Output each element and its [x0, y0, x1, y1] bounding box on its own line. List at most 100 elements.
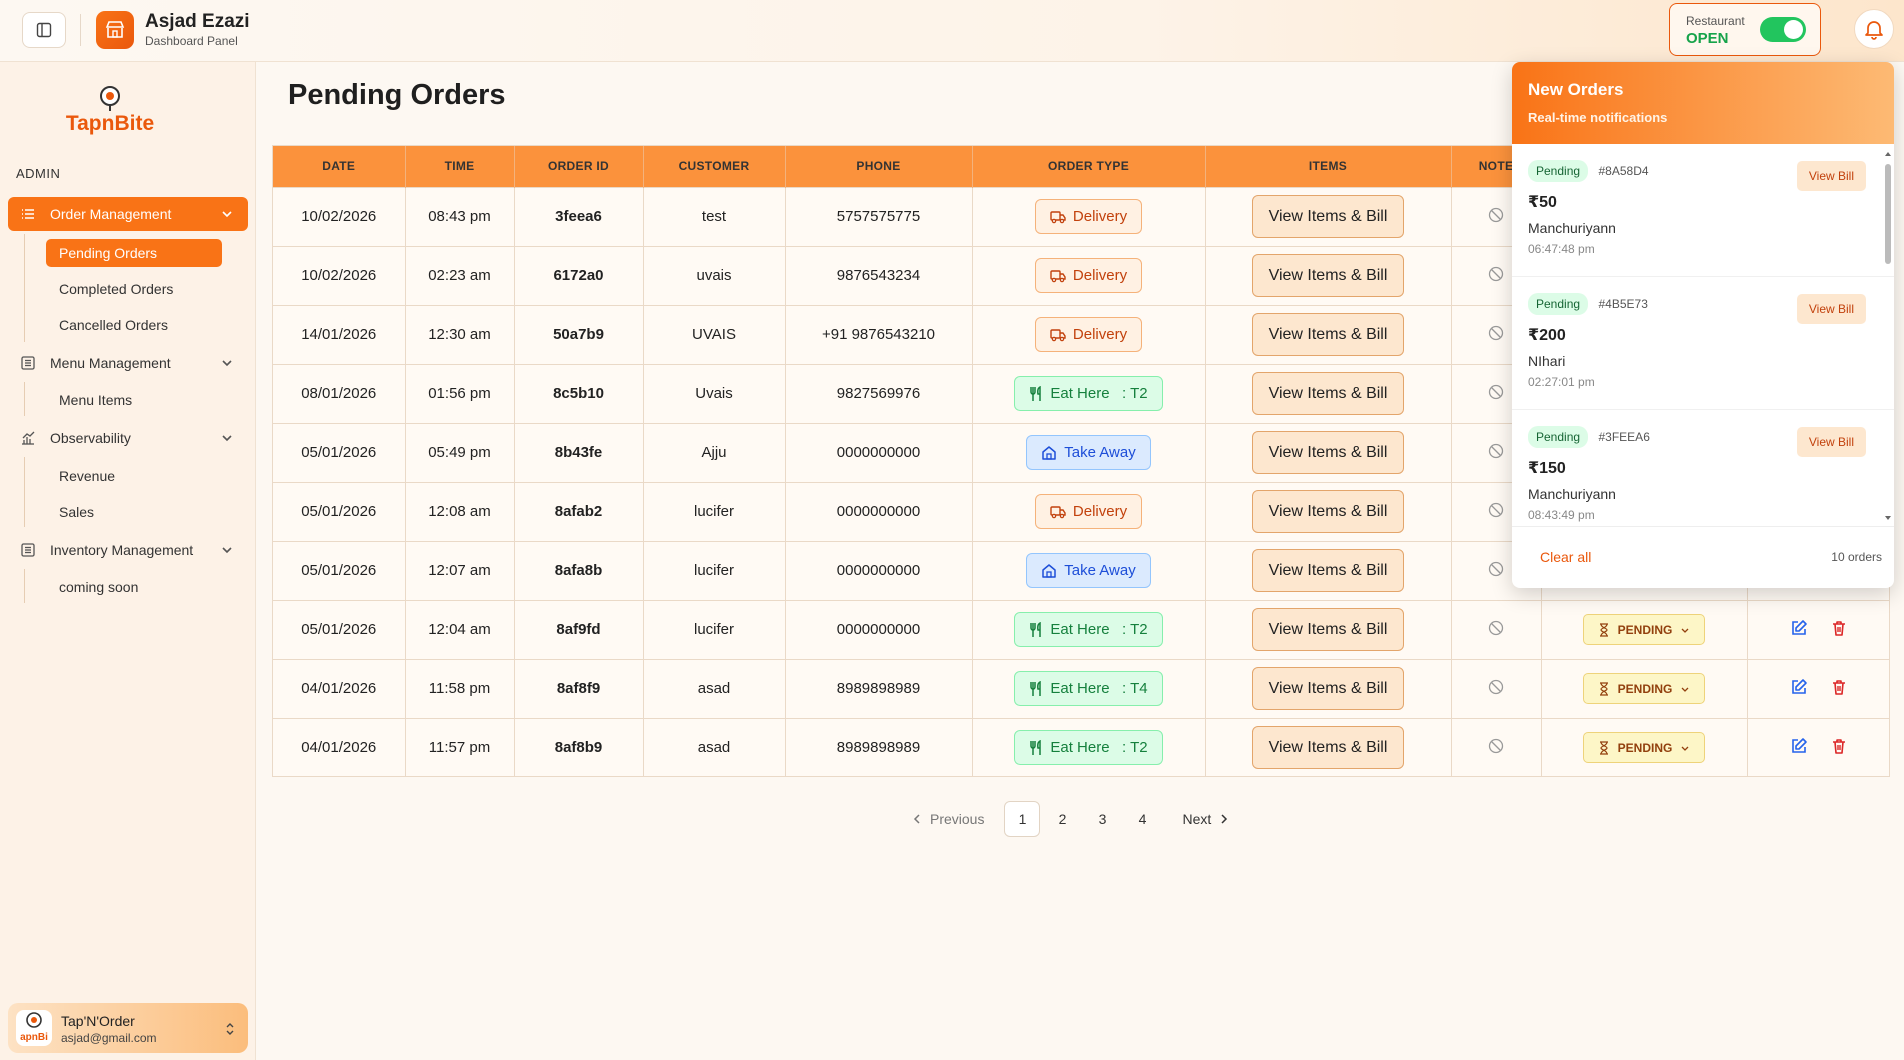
restaurant-status: OPEN — [1686, 30, 1729, 47]
nav-order-management[interactable]: Order Management — [8, 197, 248, 231]
sidebar-item-coming-soon[interactable]: coming soon — [59, 579, 139, 595]
page-button-2[interactable]: 2 — [1058, 811, 1067, 827]
customer-phone: 8989898989 — [785, 717, 973, 776]
nav-label: Menu Management — [50, 355, 171, 371]
order-id: 8afab2 — [514, 481, 644, 541]
order-time: 12:30 am — [405, 304, 515, 364]
view-items-bill-button[interactable]: View Items & Bill — [1251, 667, 1405, 710]
view-bill-button[interactable]: View Bill — [1796, 161, 1866, 191]
actions-cell — [1747, 717, 1889, 776]
notifications-button[interactable] — [1854, 9, 1894, 49]
no-note-icon — [1488, 266, 1504, 281]
table-row: 04/01/2026 11:58 pm 8af8f9 asad 8989898989 Ea… — [273, 658, 1889, 718]
page-title: Pending Orders — [288, 79, 506, 111]
edit-icon[interactable] — [1790, 737, 1808, 755]
order-amount: ₹50 — [1528, 194, 1557, 211]
notification-scrollbar[interactable] — [1884, 146, 1892, 526]
user-profile-card[interactable]: apnBi Tap'N'Order asjad@gmail.com — [8, 1003, 248, 1053]
hourglass-icon — [1599, 622, 1608, 637]
note-cell — [1451, 599, 1542, 659]
page-button-3[interactable]: 3 — [1098, 811, 1107, 827]
status-badge: Pending — [1528, 160, 1589, 182]
scroll-thumb[interactable] — [1885, 164, 1891, 264]
table-row: 04/01/2026 11:57 pm 8af8b9 asad 8989898989 Ea… — [273, 717, 1889, 776]
view-items-bill-button[interactable]: View Items & Bill — [1251, 254, 1405, 297]
order-id: 3feea6 — [514, 186, 644, 246]
customer-phone: 9876543234 — [785, 245, 973, 305]
view-items-bill-button[interactable]: View Items & Bill — [1251, 195, 1405, 238]
customer-phone: 0000000000 — [785, 599, 973, 659]
no-note-icon — [1488, 561, 1504, 576]
order-type-cell: Take Away — [972, 540, 1206, 600]
order-id: 8af8b9 — [514, 717, 644, 776]
previous-label: Previous — [930, 811, 985, 827]
order-code: #8A58D4 — [1598, 164, 1649, 178]
nav-menu-management[interactable]: Menu Management — [8, 346, 248, 380]
view-items-bill-button[interactable]: View Items & Bill — [1251, 431, 1405, 474]
sidebar-item-completed-orders[interactable]: Completed Orders — [59, 281, 174, 297]
order-code: #3FEEA6 — [1598, 430, 1650, 444]
trash-icon[interactable] — [1830, 737, 1848, 755]
no-note-icon — [1488, 207, 1504, 222]
sidebar-item-revenue[interactable]: Revenue — [59, 468, 116, 484]
status-dropdown[interactable]: PENDING — [1582, 732, 1706, 764]
sidebar-item-cancelled-orders[interactable]: Cancelled Orders — [59, 317, 168, 333]
notification-header: New Orders Real-time notifications — [1512, 62, 1894, 144]
order-type-badge: Take Away — [1026, 435, 1151, 470]
sidebar-item-pending-orders[interactable]: Pending Orders — [46, 239, 222, 267]
next-page-button[interactable]: Next — [1182, 811, 1229, 827]
previous-page-button[interactable]: Previous — [912, 811, 984, 827]
column-header: ORDER TYPE — [972, 146, 1206, 187]
order-type-badge: Eat Here : T2 — [1014, 730, 1163, 766]
column-header: CUSTOMER — [643, 146, 786, 187]
status-dropdown[interactable]: PENDING — [1582, 673, 1706, 704]
notification-title: New Orders — [1528, 80, 1624, 99]
order-amount: ₹150 — [1528, 460, 1566, 477]
view-bill-button[interactable]: View Bill — [1796, 427, 1866, 457]
sidebar-toggle-button[interactable] — [22, 12, 66, 48]
order-time: 12:04 am — [405, 599, 515, 659]
order-type-cell: Eat Here : T4 — [972, 658, 1206, 718]
sidebar-item-menu-items[interactable]: Menu Items — [59, 392, 133, 408]
pagination: Previous 1 2 3 4 Next — [912, 801, 1229, 837]
notification-list[interactable]: Pending #8A58D4 ₹50 Manchuriyann 06:47:4… — [1512, 144, 1894, 527]
view-items-bill-button[interactable]: View Items & Bill — [1251, 549, 1405, 592]
trash-icon[interactable] — [1830, 619, 1848, 637]
edit-icon[interactable] — [1790, 619, 1808, 637]
view-bill-button[interactable]: View Bill — [1796, 294, 1866, 324]
order-date: 05/01/2026 — [273, 481, 406, 541]
edit-icon[interactable] — [1790, 678, 1808, 696]
order-id: 6172a0 — [514, 245, 644, 305]
order-id: 8af8f9 — [514, 658, 644, 718]
tapnbite-logo: TapnBite — [60, 86, 160, 142]
status-dropdown[interactable]: PENDING — [1582, 614, 1706, 645]
view-items-bill-button[interactable]: View Items & Bill — [1251, 313, 1405, 356]
view-items-bill-button[interactable]: View Items & Bill — [1251, 726, 1405, 770]
sidebar-item-sales[interactable]: Sales — [59, 504, 95, 520]
view-items-bill-button[interactable]: View Items & Bill — [1251, 372, 1405, 415]
chevron-down-icon — [222, 211, 232, 218]
table-row: 05/01/2026 12:08 am 8afab2 lucifer 000000000… — [273, 481, 1889, 541]
view-items-bill-button[interactable]: View Items & Bill — [1251, 608, 1405, 651]
page-button-4[interactable]: 4 — [1138, 811, 1147, 827]
nav-observability[interactable]: Observability — [8, 421, 248, 455]
no-note-icon — [1488, 443, 1504, 458]
chevron-up-down-icon — [226, 1023, 234, 1035]
status-label: PENDING — [1617, 740, 1673, 755]
clear-all-button[interactable]: Clear all — [1540, 549, 1592, 565]
order-date: 05/01/2026 — [273, 599, 406, 659]
column-header: TIME — [405, 146, 515, 187]
notification-footer: Clear all 10 orders — [1512, 527, 1894, 587]
new-orders-panel: New Orders Real-time notifications Pendi… — [1512, 62, 1894, 588]
order-date: 05/01/2026 — [273, 422, 406, 482]
order-type-cell: Take Away — [972, 422, 1206, 482]
restaurant-open-toggle[interactable] — [1760, 17, 1806, 42]
chevron-down-icon — [1681, 746, 1689, 751]
page-button-1[interactable]: 1 — [1004, 801, 1041, 837]
trash-icon[interactable] — [1830, 678, 1848, 696]
order-type-cell: Eat Here : T2 — [972, 717, 1206, 776]
view-items-bill-button[interactable]: View Items & Bill — [1251, 490, 1405, 533]
nav-inventory-management[interactable]: Inventory Management — [8, 533, 248, 567]
customer-name: Ajju — [643, 422, 786, 482]
order-type-label: Eat Here : T2 — [1050, 385, 1148, 402]
